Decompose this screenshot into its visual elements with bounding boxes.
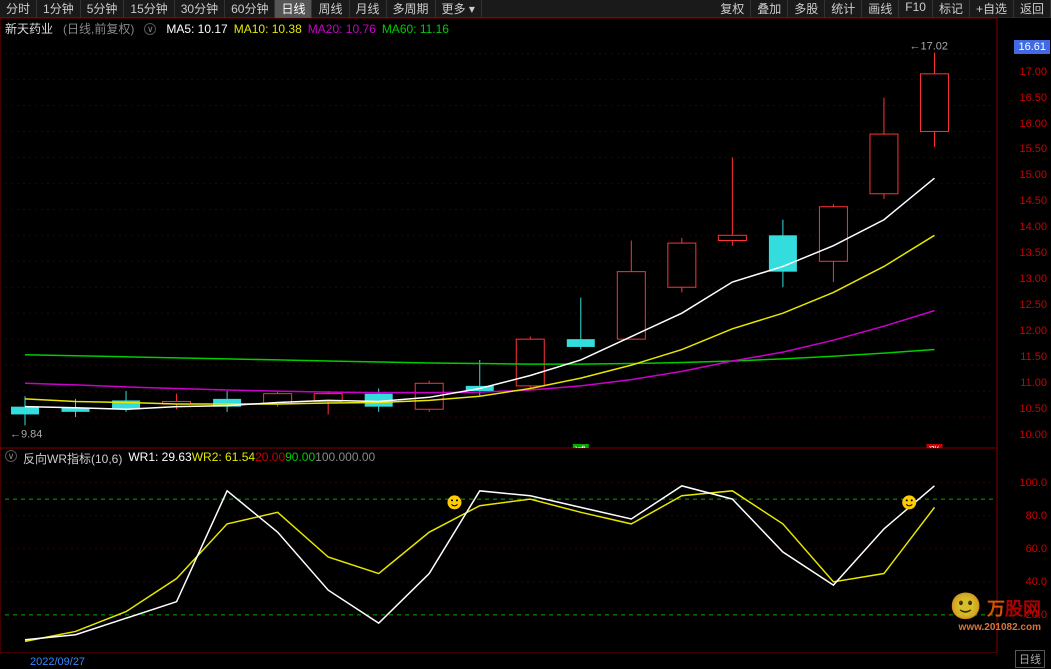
ind-ref: 0.00 [352, 450, 375, 464]
svg-text:←9.84: ←9.84 [10, 428, 42, 440]
ind-ref: 90.00 [285, 450, 315, 464]
timeframe-分时[interactable]: 分时 [0, 0, 37, 18]
toolbtn-F10[interactable]: F10 [899, 0, 933, 18]
timeframe-多周期[interactable]: 多周期 [387, 0, 436, 18]
current-price-label: 16.61 [1014, 40, 1050, 54]
svg-text:←17.02: ←17.02 [909, 41, 948, 53]
ind-WR2: WR2: 61.54 [192, 450, 255, 464]
toolbtn-标记[interactable]: 标记 [933, 0, 970, 18]
footer-date: 2022/09/27 [30, 656, 85, 668]
ind-ytick: 40.0 [1026, 576, 1047, 588]
price-ytick: 16.00 [1019, 118, 1047, 130]
chart-title-row: 新天药业 (日线,前复权) ∨ MA5: 10.17 MA10: 10.38 MA2… [5, 20, 461, 37]
ind-ref: 20.00 [255, 450, 285, 464]
price-ytick: 11.50 [1020, 351, 1047, 363]
price-ytick: 12.50 [1019, 299, 1047, 311]
timeframe-toolbar: 分时1分钟5分钟15分钟30分钟60分钟日线周线月线多周期更多 ▾ 复权叠加多股… [0, 0, 1051, 18]
footer-timeframe-label[interactable]: 日线 [1015, 650, 1045, 668]
timeframe-15分钟[interactable]: 15分钟 [124, 0, 174, 18]
ind-WR1: WR1: 29.63 [128, 450, 191, 464]
price-ytick: 16.50 [1019, 92, 1047, 104]
price-ytick: 14.00 [1019, 221, 1047, 233]
timeframe-周线[interactable]: 周线 [312, 0, 349, 18]
price-ytick: 14.50 [1019, 195, 1047, 207]
ind-ytick: 60.0 [1026, 543, 1047, 555]
indicator-chart-area: ∨ 反向WR指标(10,6) WR1: 29.63WR2: 61.5420.00… [0, 448, 1051, 653]
watermark: 🙂 万股网 www.201082.com [950, 591, 1041, 633]
price-ytick: 10.00 [1019, 429, 1047, 441]
ind-ytick: 80.0 [1026, 510, 1047, 522]
timeframe-月线[interactable]: 月线 [350, 0, 387, 18]
info-icon[interactable]: ∨ [144, 23, 156, 35]
toolbtn-返回[interactable]: 返回 [1014, 0, 1051, 18]
price-ytick: 12.00 [1019, 325, 1047, 337]
price-ytick: 10.50 [1019, 403, 1047, 415]
timeframe-5分钟[interactable]: 5分钟 [81, 0, 125, 18]
price-ytick: 13.50 [1019, 247, 1047, 259]
price-ytick: 15.50 [1019, 143, 1047, 155]
stock-subtitle: (日线,前复权) [63, 20, 134, 37]
toolbtn-画线[interactable]: 画线 [862, 0, 899, 18]
wr-indicator-chart [0, 448, 1051, 653]
price-ytick: 13.00 [1019, 273, 1047, 285]
timeframe-1分钟[interactable]: 1分钟 [37, 0, 81, 18]
timeframe-60分钟[interactable]: 60分钟 [225, 0, 275, 18]
ind-ref: 100.00 [315, 450, 352, 464]
ma-MA5: MA5: 10.17 [166, 22, 227, 36]
candlestick-chart: ←9.84←17.02减涨 [0, 18, 1051, 448]
price-ytick: 15.00 [1019, 169, 1047, 181]
toolbtn-统计[interactable]: 统计 [825, 0, 862, 18]
price-ytick: 17.00 [1019, 66, 1047, 78]
timeframe-更多[interactable]: 更多 ▾ [436, 0, 482, 18]
ind-ytick: 100.0 [1019, 477, 1047, 489]
ma-MA10: MA10: 10.38 [234, 22, 302, 36]
toolbtn-多股[interactable]: 多股 [788, 0, 825, 18]
stock-name: 新天药业 [5, 20, 53, 37]
ma-MA60: MA60: 11.16 [382, 22, 449, 36]
price-ytick: 11.00 [1020, 377, 1047, 389]
timeframe-30分钟[interactable]: 30分钟 [175, 0, 225, 18]
info-icon[interactable]: ∨ [5, 450, 17, 462]
toolbtn-复权[interactable]: 复权 [714, 0, 751, 18]
timeframe-日线[interactable]: 日线 [275, 0, 312, 18]
price-chart-area: 新天药业 (日线,前复权) ∨ MA5: 10.17 MA10: 10.38 MA2… [0, 18, 1051, 448]
indicator-name: 反向WR指标(10,6) [23, 450, 122, 467]
indicator-title: ∨ 反向WR指标(10,6) WR1: 29.63WR2: 61.5420.00… [5, 450, 375, 467]
ma-MA20: MA20: 10.76 [308, 22, 376, 36]
toolbtn-+自选[interactable]: +自选 [970, 0, 1014, 18]
toolbtn-叠加[interactable]: 叠加 [751, 0, 788, 18]
